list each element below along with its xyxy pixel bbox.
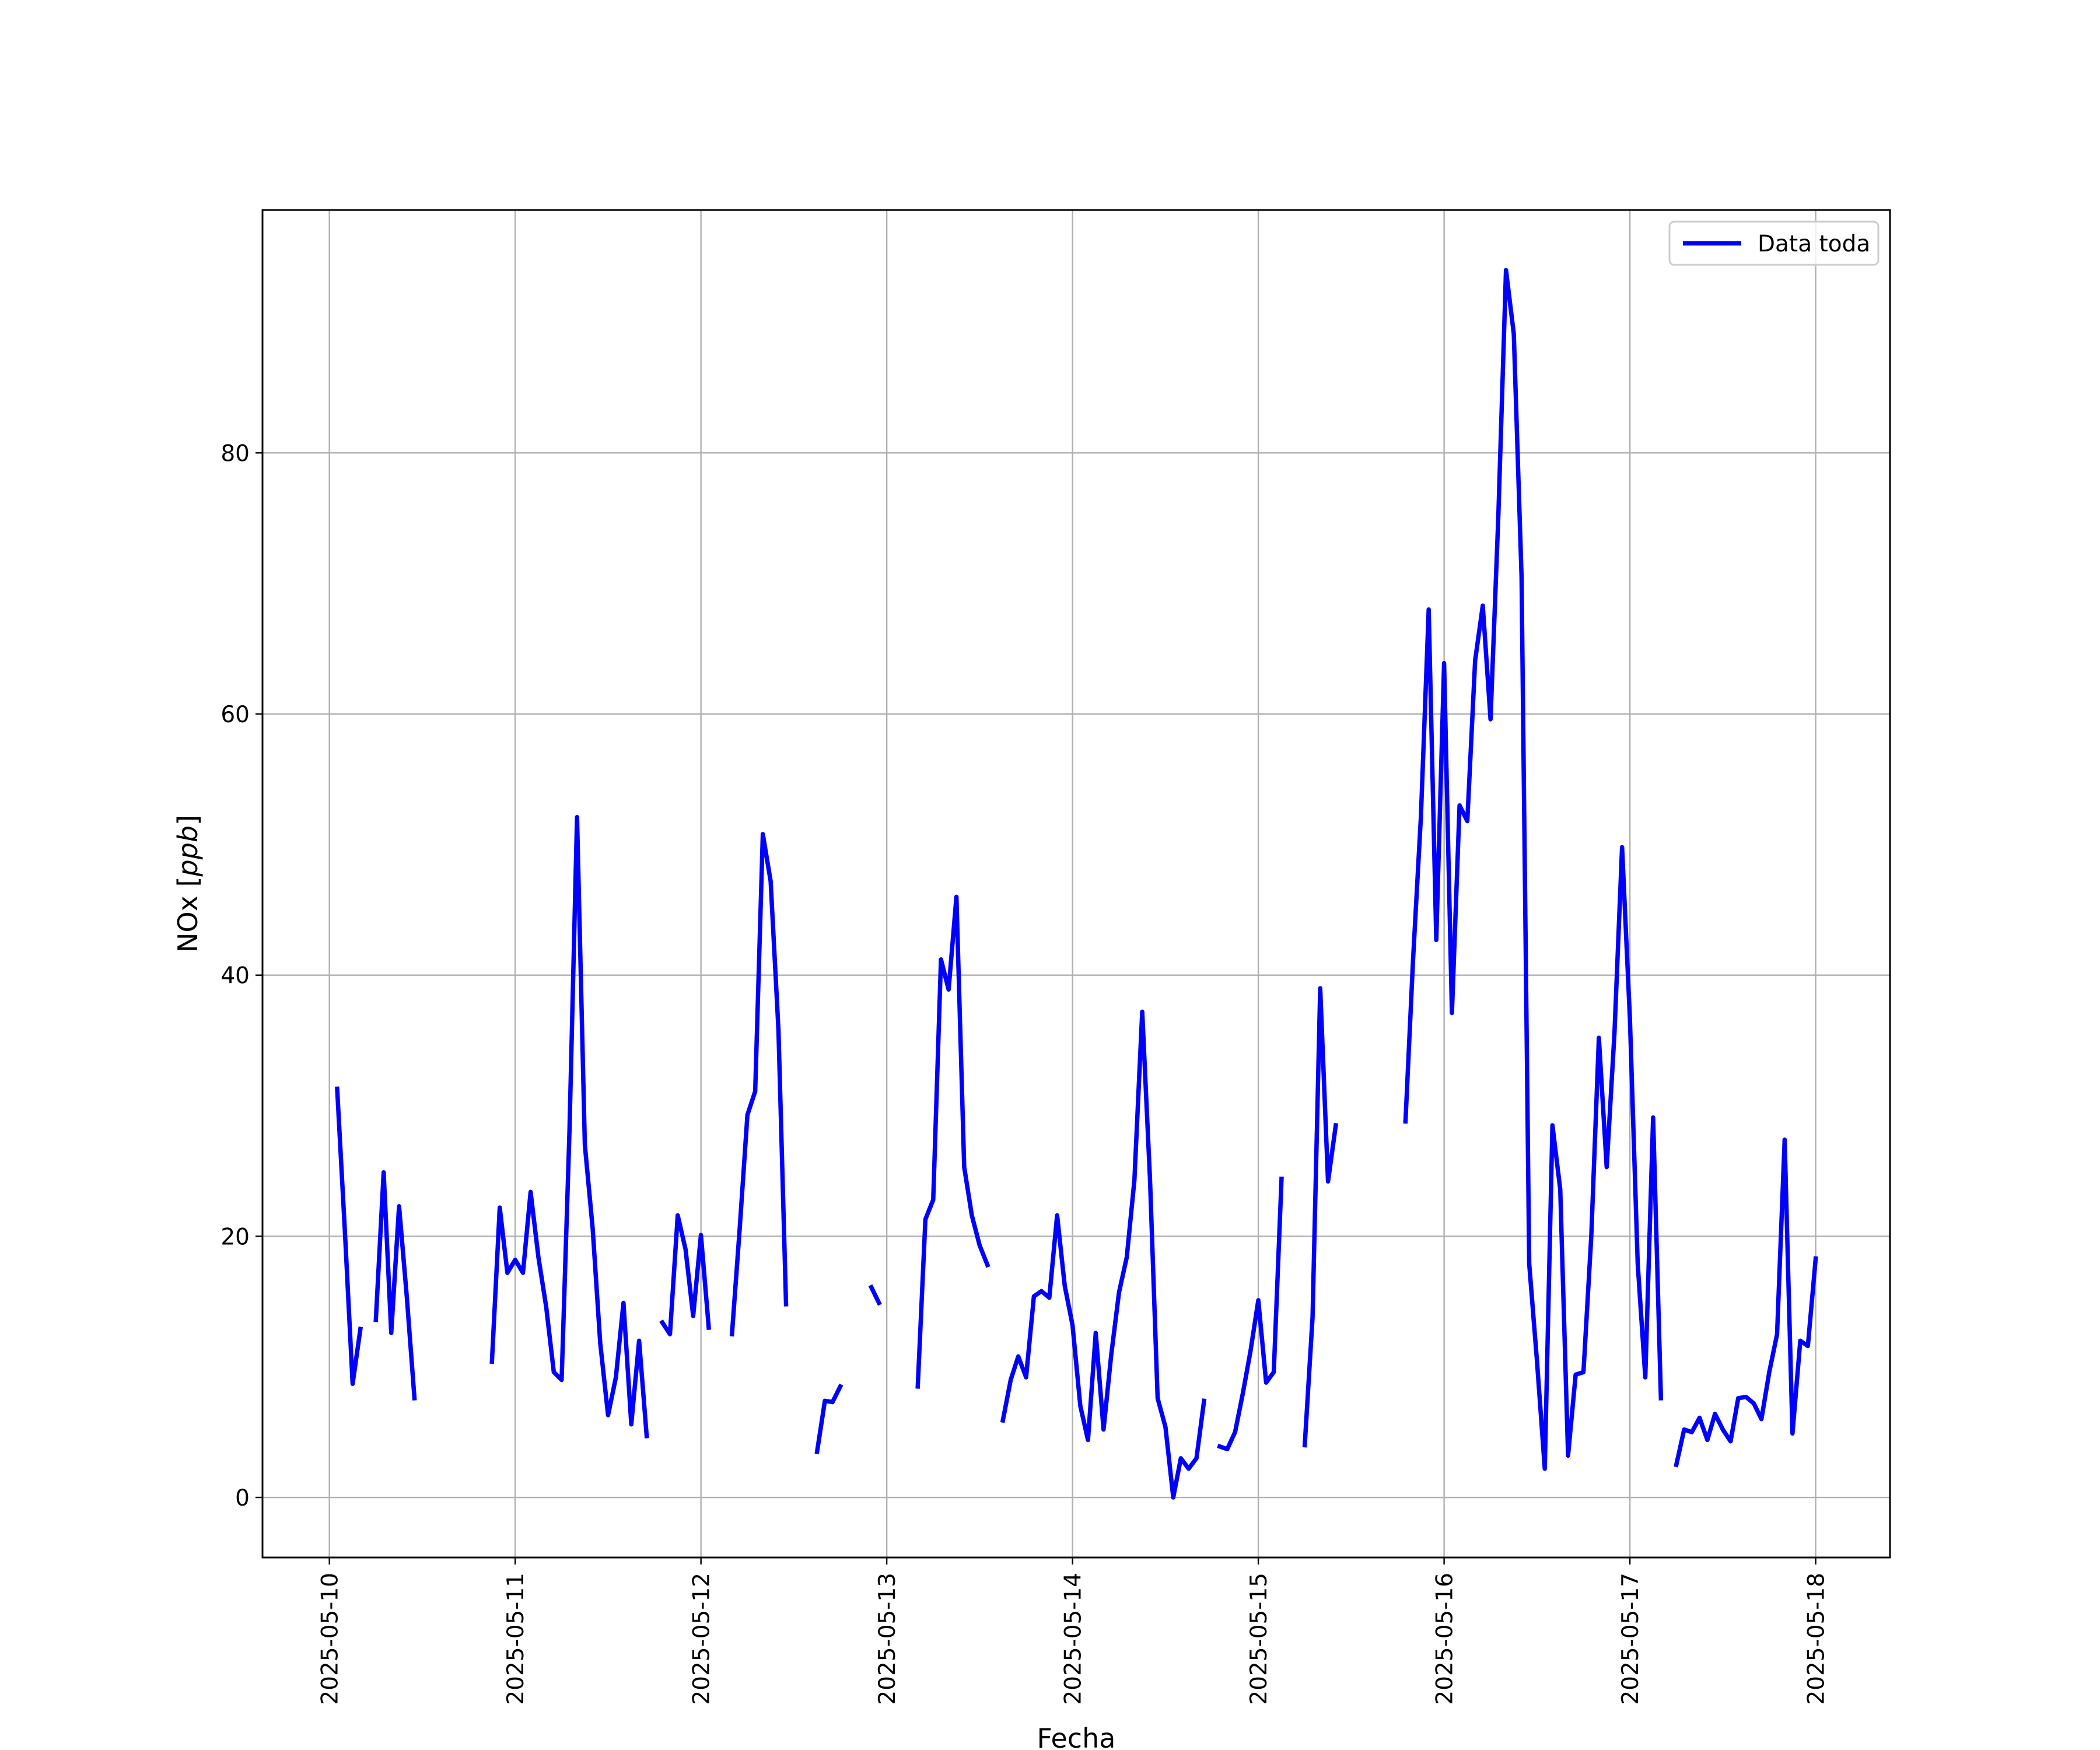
y-axis-title-unit: ppb — [172, 825, 204, 877]
x-axis-title: Fecha — [1037, 1723, 1116, 1750]
x-tick-label: 2025-05-17 — [1618, 1573, 1644, 1705]
series-line-segment — [1674, 1137, 1818, 1468]
x-tick-label: 2025-05-12 — [689, 1573, 715, 1705]
x-tick-label: 2025-05-14 — [1060, 1573, 1087, 1705]
y-axis-title-suffix: ] — [172, 815, 204, 825]
series-line-segment — [729, 832, 789, 1337]
y-axis-title: NOx [ppb] — [172, 815, 204, 953]
series-line-segment — [1403, 268, 1664, 1471]
x-tick-label: 2025-05-18 — [1804, 1573, 1830, 1705]
y-tick-label: 60 — [220, 702, 250, 728]
series-line-segment — [373, 1170, 417, 1401]
series-line-segment — [659, 1213, 712, 1336]
series-line-segment — [1302, 986, 1339, 1448]
series-line-segment — [868, 1284, 882, 1306]
x-tick-label: 2025-05-10 — [317, 1573, 344, 1705]
series-line-segment — [915, 894, 991, 1389]
series-line-segment — [1000, 1009, 1207, 1500]
legend: Data toda — [1668, 220, 1880, 266]
series-layer — [335, 268, 1818, 1500]
y-axis-ticks: 0 20 40 60 80 — [220, 440, 262, 1511]
x-axis-ticks: 2025-05-10 2025-05-11 2025-05-12 2025-05-13… — [317, 1558, 1830, 1705]
series-line-segment — [814, 1383, 844, 1454]
series-line-segment — [1217, 1177, 1284, 1451]
x-tick-label: 2025-05-15 — [1246, 1573, 1272, 1705]
legend-box — [1668, 220, 1880, 266]
x-tick-label: 2025-05-13 — [874, 1573, 901, 1705]
legend-label: Data toda — [1758, 231, 1870, 257]
y-axis-title-prefix: NOx [ — [172, 877, 204, 953]
series-line-segment — [335, 1086, 363, 1387]
x-tick-label: 2025-05-11 — [503, 1573, 529, 1705]
y-tick-label: 80 — [220, 440, 250, 467]
y-tick-label: 40 — [220, 963, 250, 989]
grid-lines — [262, 210, 1890, 1558]
y-tick-label: 0 — [235, 1485, 250, 1511]
y-tick-label: 20 — [220, 1224, 250, 1250]
series-line-segment — [489, 815, 649, 1438]
plot-frame — [261, 209, 1891, 1559]
x-tick-label: 2025-05-16 — [1432, 1573, 1458, 1705]
